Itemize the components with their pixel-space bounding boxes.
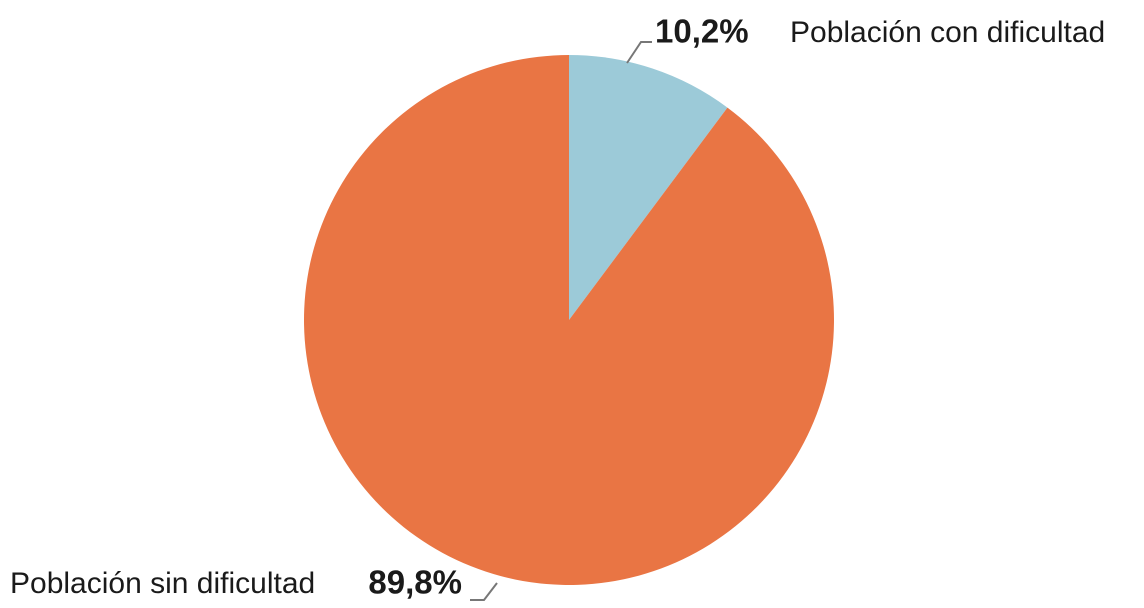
pie-slice <box>303 55 835 585</box>
value-label: 10,2% <box>655 13 749 50</box>
slice-label: Población sin dificultad <box>10 567 315 600</box>
leader-line <box>470 582 498 601</box>
leader-line <box>626 41 652 64</box>
pie-slice <box>569 55 728 320</box>
slice-label: Población con dificultad <box>790 16 1105 49</box>
value-label: 89,8% <box>368 564 462 601</box>
